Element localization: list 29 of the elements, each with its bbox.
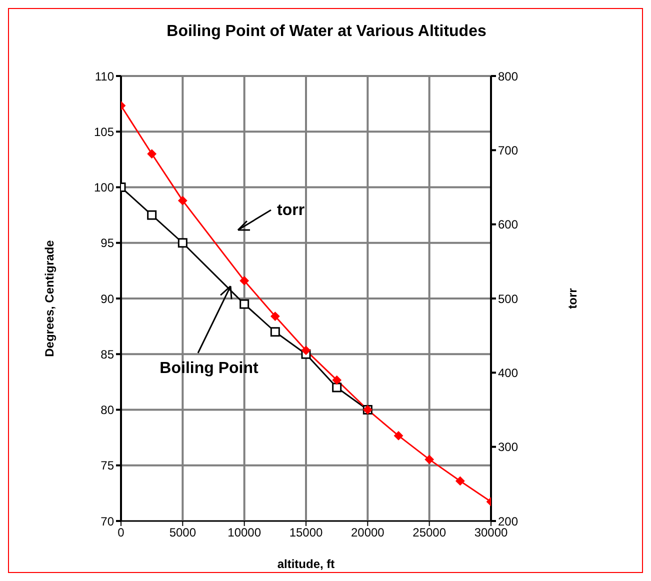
y-tick-label: 85 (100, 347, 114, 362)
y-axis-title: Degrees, Centigrade (42, 240, 56, 357)
chart-title: Boiling Point of Water at Various Altitudes (166, 23, 488, 41)
y2-tick-label: 600 (498, 218, 518, 232)
x-axis-title: altitude, ft (277, 557, 335, 571)
y2-tick-label: 800 (498, 69, 518, 84)
x-tick-label: 0 (118, 526, 125, 540)
y-tick-label: 100 (94, 180, 114, 195)
y2-tick-label: 300 (498, 440, 518, 454)
annotation: Boiling Point (160, 360, 259, 377)
x-tick-label: 30000 (474, 526, 508, 540)
y2-tick-label: 400 (498, 366, 518, 380)
x-tick-label: 25000 (412, 526, 446, 540)
y2-axis-title: torr (565, 288, 580, 309)
y2-tick-label: 700 (498, 143, 518, 158)
y-tick-label: 80 (100, 403, 114, 418)
y-tick-label: 75 (100, 458, 114, 473)
y2-tick-label: 200 (498, 514, 518, 528)
x-tick-label: 10000 (228, 526, 262, 540)
y-tick-label: 110 (94, 69, 114, 84)
y2-tick-label: 500 (498, 292, 518, 306)
annotation: torr (277, 202, 305, 219)
x-tick-label: 15000 (289, 526, 324, 540)
y-tick-label: 95 (100, 236, 114, 250)
x-tick-label: 20000 (350, 526, 385, 540)
y-tick-label: 105 (94, 124, 114, 139)
x-tick-label: 5000 (169, 526, 196, 540)
y-tick-label: 70 (100, 514, 114, 528)
y-tick-label: 90 (100, 292, 114, 306)
